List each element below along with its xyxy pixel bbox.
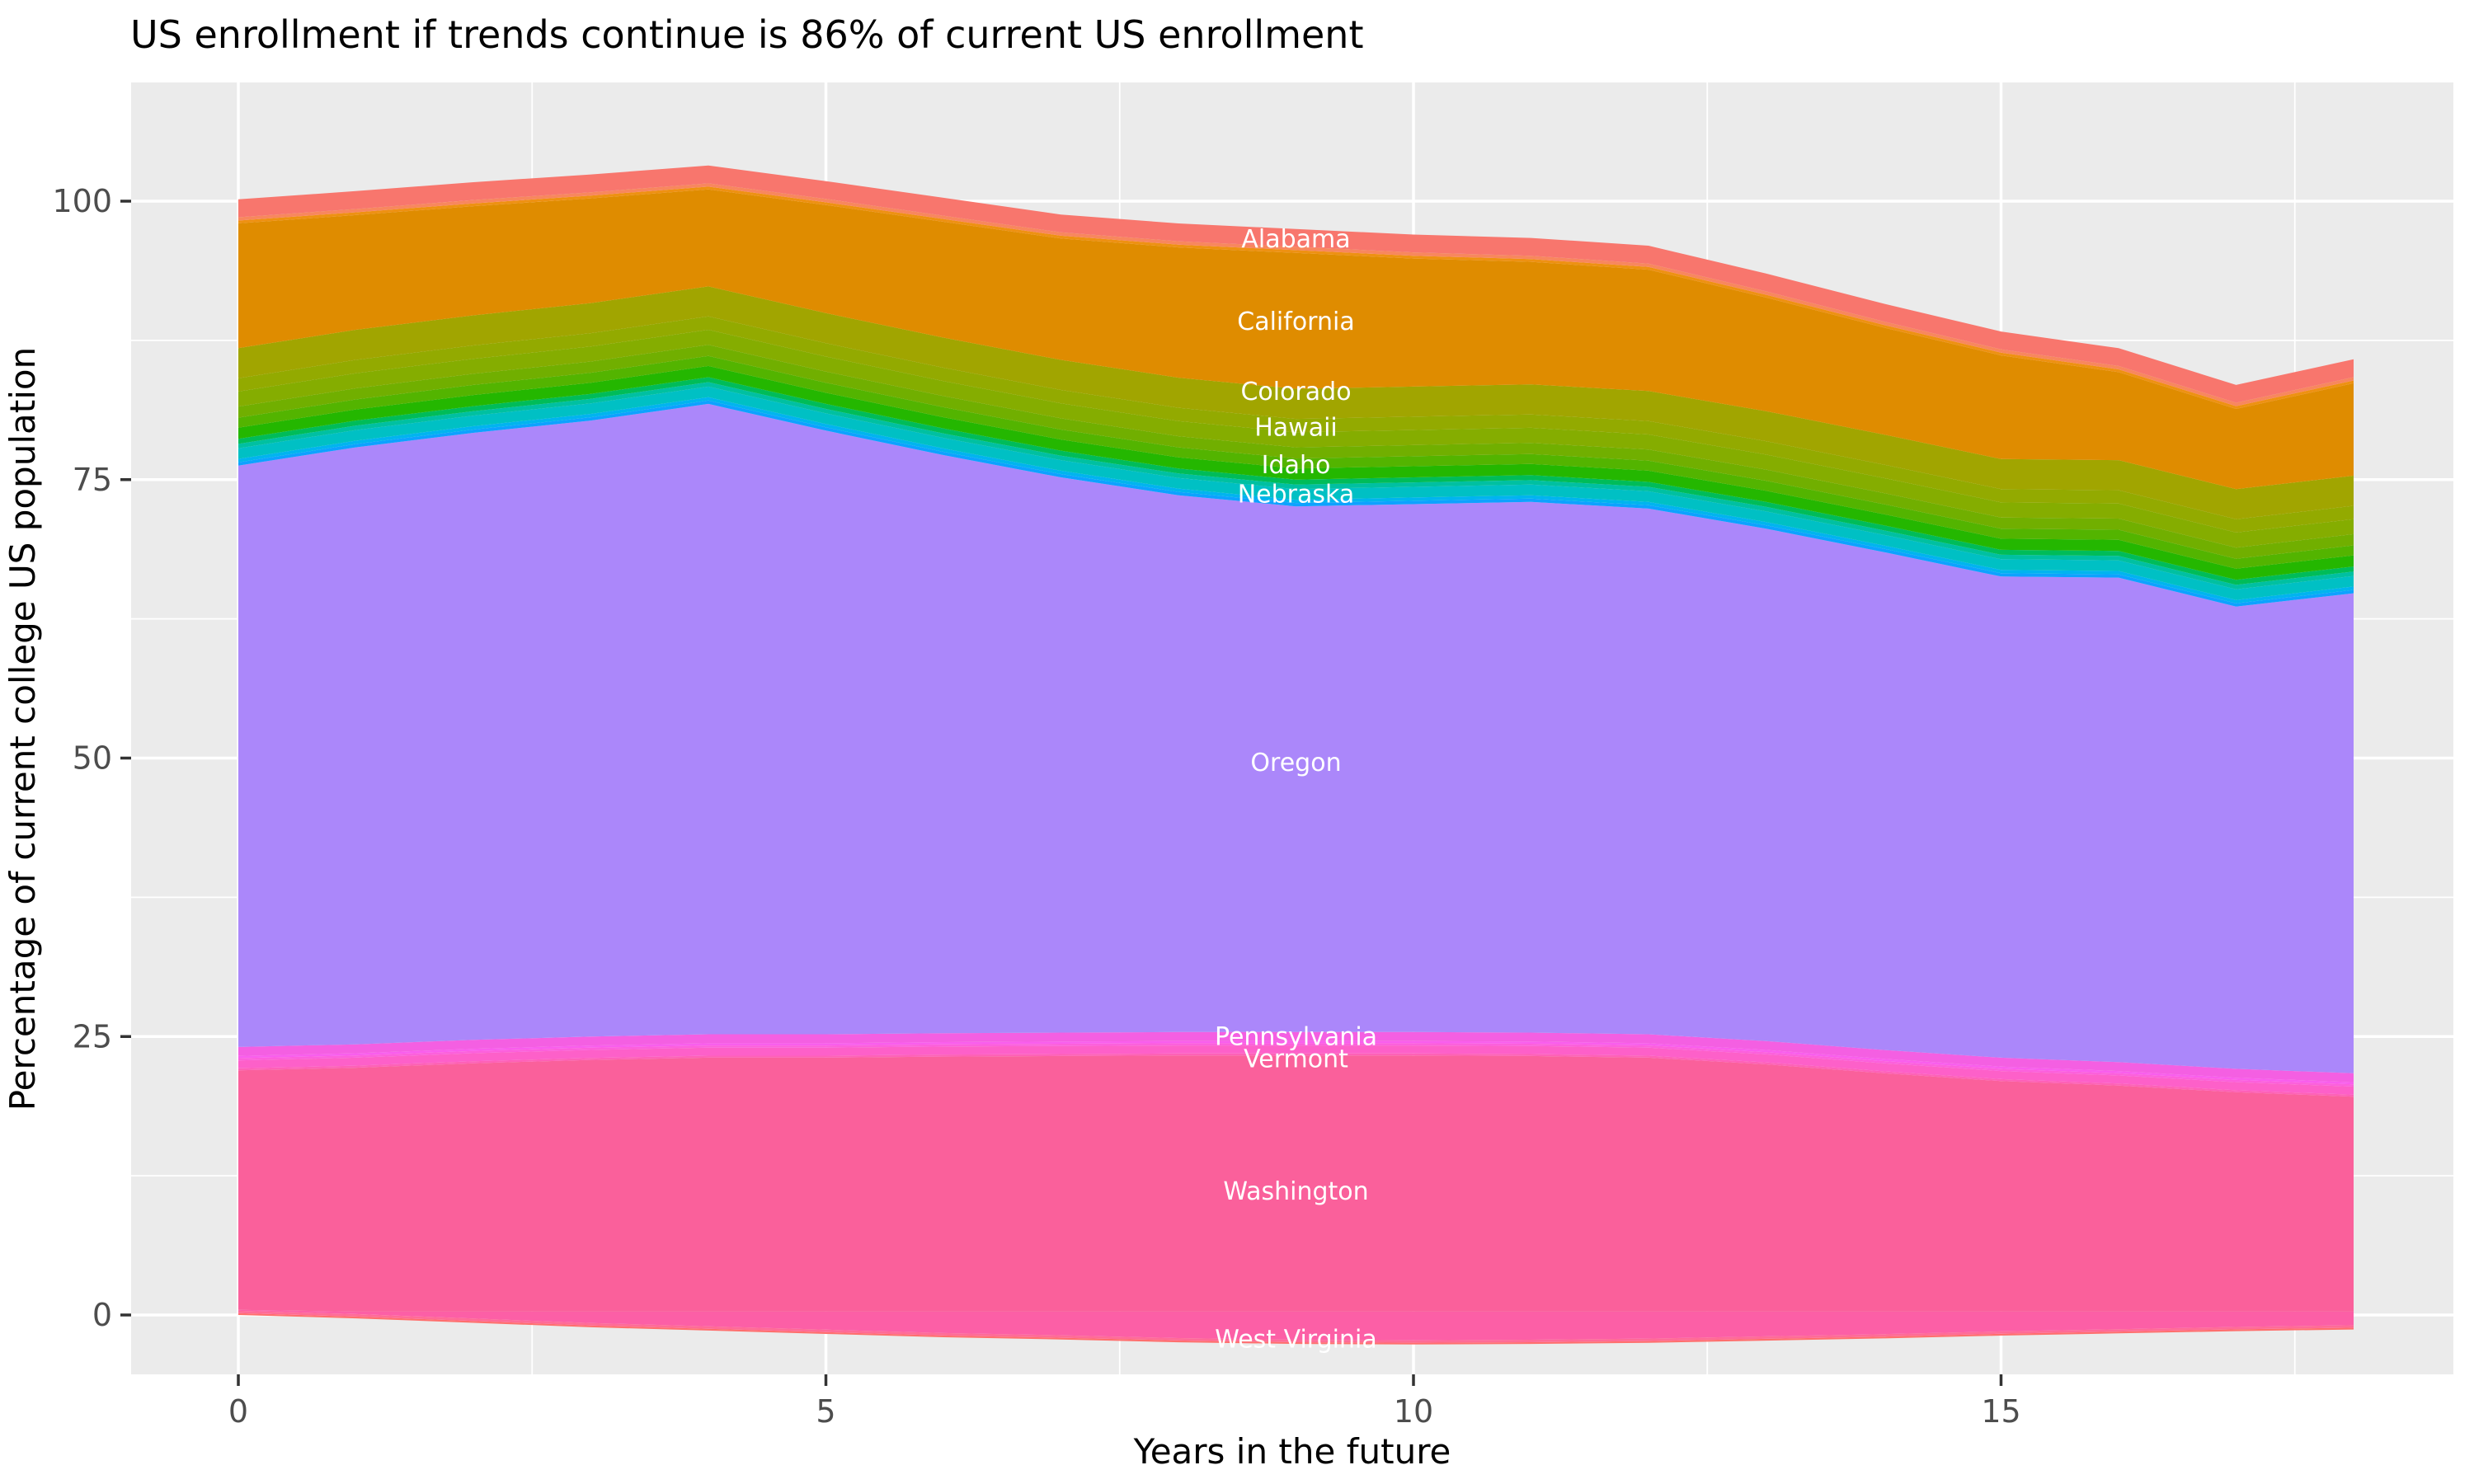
area-unlabeled-band-03	[238, 1053, 2354, 1097]
state-label-alabama: Alabama	[1241, 225, 1350, 254]
x-tick-label: 15	[1981, 1393, 2020, 1430]
area-unlabeled-band-09	[238, 377, 2354, 585]
area-unlabeled-band-12	[238, 316, 2354, 533]
area-colorado	[238, 286, 2354, 519]
x-tick-label: 10	[1394, 1393, 1433, 1430]
x-axis-title: Years in the future	[1133, 1431, 1451, 1472]
state-label-california: California	[1237, 308, 1354, 336]
state-label-oregon: Oregon	[1250, 749, 1341, 777]
area-alabama	[238, 165, 2354, 403]
area-unlabeled-band-06	[238, 400, 2354, 607]
x-tick-label: 0	[228, 1393, 248, 1430]
area-pennsylvania	[238, 1031, 2354, 1082]
area-nebraska	[238, 386, 2354, 600]
chart-title: US enrollment if trends continue is 86% …	[130, 12, 1364, 57]
area-unlabeled-band-01	[238, 1313, 2354, 1345]
y-tick-label: 25	[73, 1018, 112, 1054]
y-tick-label: 100	[52, 183, 112, 219]
area-unlabeled-band-04	[238, 1043, 2354, 1087]
area-hawaii	[238, 330, 2354, 548]
area-unlabeled-band-05	[238, 1040, 2354, 1085]
area-unlabeled-band-08	[238, 382, 2354, 589]
area-vermont	[238, 1045, 2354, 1095]
state-label-nebraska: Nebraska	[1238, 480, 1355, 509]
state-label-washington: Washington	[1223, 1177, 1368, 1206]
y-axis-title: Percentage of current college US populat…	[2, 347, 43, 1111]
area-west-virginia	[238, 1309, 2354, 1341]
area-unlabeled-band-11	[238, 345, 2354, 559]
y-tick-label: 50	[73, 740, 112, 777]
y-tick-label: 0	[92, 1297, 112, 1333]
area-idaho	[238, 365, 2354, 580]
state-label-pennsylvania: Pennsylvania	[1215, 1022, 1377, 1051]
x-tick-label: 5	[816, 1393, 835, 1430]
state-label-colorado: Colorado	[1240, 378, 1351, 406]
state-label-west-virginia: West Virginia	[1215, 1326, 1376, 1355]
area-unlabeled-band-07	[238, 397, 2354, 603]
area-unlabeled-band-02	[238, 1310, 2354, 1343]
area-washington	[238, 1055, 2354, 1312]
area-oregon	[238, 403, 2354, 1073]
area-california	[238, 189, 2354, 490]
plot-panel: West Virginia Washington VermontPennsylvan…	[52, 82, 2453, 1430]
state-label-idaho: Idaho	[1262, 451, 1331, 480]
state-label-vermont: Vermont	[1244, 1045, 1348, 1073]
y-tick-label: 75	[73, 462, 112, 498]
state-label-hawaii: Hawaii	[1254, 413, 1338, 442]
area-unlabeled-band-10	[238, 355, 2354, 569]
